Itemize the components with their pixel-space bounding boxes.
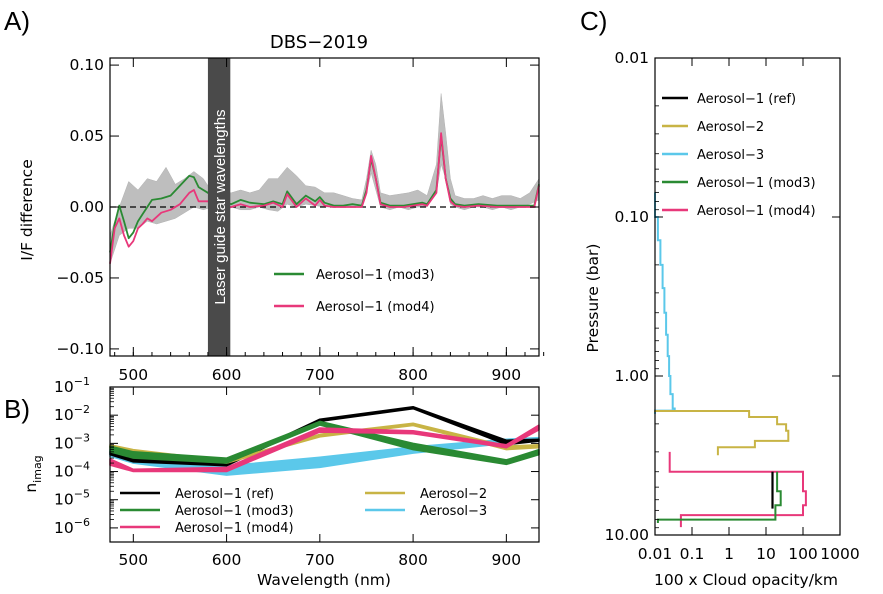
panel-a-laser-band xyxy=(207,58,231,356)
panel-b-y-tick-exponent: −1 xyxy=(74,375,90,388)
panel-b-y-tick-base: 10 xyxy=(54,463,74,481)
panel-c-x-tick-label: 1 xyxy=(724,545,734,563)
panel-c-profile-mod4 xyxy=(668,451,807,528)
panel-c-x-tick-label: 0.1 xyxy=(680,545,705,563)
panel-b-x-tick-label: 700 xyxy=(305,551,335,569)
panel-a-x-tick-label: 900 xyxy=(492,366,522,384)
panel-a-y-tick-label: −0.05 xyxy=(57,269,105,287)
panel-a-legend-label-mod3: Aerosol−1 (mod3) xyxy=(316,268,435,283)
panel-b-y-tick-label: 10−4 xyxy=(54,460,90,481)
panel-c-x-tick-label: 10 xyxy=(756,545,776,563)
panel-b-y-axis-label: nimag xyxy=(22,455,44,492)
panel-c-y-tick-label: 0.10 xyxy=(614,208,649,226)
panel-letter-b: B) xyxy=(4,394,30,424)
panel-a-x-tick-label: 800 xyxy=(398,366,428,384)
panel-c-profile-mod3 xyxy=(656,471,782,523)
panel-b-y-tick-exponent: −2 xyxy=(74,403,90,416)
panel-b-legend-label-mod4: Aerosol−1 (mod4) xyxy=(175,521,294,536)
panel-a-y-tick-label: 0.00 xyxy=(69,198,104,216)
panel-a-x-tick-label: 700 xyxy=(305,366,335,384)
panel-b: Wavelength (nm) nimag 500 600 700 800 90010−… xyxy=(22,375,540,589)
panel-b-y-tick-base: 10 xyxy=(54,434,74,452)
panel-b-legend-label-mod3: Aerosol−1 (mod3) xyxy=(175,504,294,519)
panel-a-observed-range xyxy=(109,93,540,264)
panel-b-y-tick-exponent: −5 xyxy=(74,488,90,501)
panel-b-x-tick-label: 800 xyxy=(398,551,428,569)
panel-a-y-tick-label: −0.10 xyxy=(57,340,105,358)
panel-b-y-tick-label: 10−6 xyxy=(54,516,90,537)
panel-c-x-tick-label: 0.01 xyxy=(638,545,673,563)
panel-c-x-tick-label: 1000 xyxy=(820,545,859,563)
panel-c-x-axis-label: 100 x Cloud opacity/km xyxy=(654,571,838,589)
panel-c-x-tick-label: 100 xyxy=(788,545,818,563)
panel-b-y-tick-label: 10−1 xyxy=(54,375,90,396)
panel-letter-a: A) xyxy=(4,6,30,36)
panel-a-title: DBS−2019 xyxy=(270,32,368,53)
panel-a-y-axis-label: I/F difference xyxy=(18,159,36,260)
panel-c-legend-label-aer3: Aerosol−3 xyxy=(697,148,764,163)
panel-c-legend-label-aer2: Aerosol−2 xyxy=(697,120,764,135)
panel-a-x-tick-label: 600 xyxy=(212,366,242,384)
panel-b-legend-label-aer2: Aerosol−2 xyxy=(420,487,487,502)
panel-c-profile-aer3 xyxy=(654,192,676,414)
panel-b-y-tick-base: 10 xyxy=(54,406,74,424)
panel-b-x-tick-label: 500 xyxy=(119,551,149,569)
panel-b-legend-label-aer3: Aerosol−3 xyxy=(420,504,487,519)
panel-b-y-axis-label-sub: imag xyxy=(31,455,44,483)
panel-b-y-tick-base: 10 xyxy=(54,378,74,396)
panel-c-y-axis-label: Pressure (bar) xyxy=(584,244,602,353)
panel-b-x-axis-label: Wavelength (nm) xyxy=(257,571,391,589)
panel-c-y-tick-label: 10.00 xyxy=(605,526,649,544)
panel-b-y-axis-label-main: n xyxy=(22,483,40,493)
panel-a-y-tick-label: 0.05 xyxy=(69,127,104,145)
panel-a-series-mod4 xyxy=(109,132,540,264)
panel-a-legend-label-mod4: Aerosol−1 (mod4) xyxy=(316,300,435,315)
panel-b-y-tick-exponent: −6 xyxy=(74,516,90,529)
panel-a: DBS−2019 I/F difference Laser guide star… xyxy=(18,32,545,384)
panel-b-y-tick-label: 10−3 xyxy=(54,431,90,452)
panel-b-y-tick-label: 10−5 xyxy=(54,488,90,509)
panel-b-x-tick-label: 900 xyxy=(492,551,522,569)
panel-b-y-tick-exponent: −4 xyxy=(74,460,90,473)
panel-c-legend-label-mod4: Aerosol−1 (mod4) xyxy=(697,204,816,219)
panel-a-laser-band-label: Laser guide star wavelengths xyxy=(212,109,229,304)
panel-b-y-tick-exponent: −3 xyxy=(74,431,90,444)
panel-c-y-tick-label: 1.00 xyxy=(614,367,649,385)
panel-c-profile-aer2 xyxy=(654,410,790,456)
panel-letter-c: C) xyxy=(580,6,607,36)
panel-a-x-tick-label: 500 xyxy=(119,366,149,384)
panel-c-y-tick-label: 0.01 xyxy=(614,49,649,67)
panel-b-legend-label-ref: Aerosol−1 (ref) xyxy=(175,487,274,502)
panel-b-y-tick-label: 10−2 xyxy=(54,403,90,424)
panel-b-y-tick-base: 10 xyxy=(54,491,74,509)
panel-c: 100 x Cloud opacity/km Pressure (bar) 0.… xyxy=(584,49,860,589)
panel-c-legend-label-mod3: Aerosol−1 (mod3) xyxy=(697,176,816,191)
panel-c-legend-label-ref: Aerosol−1 (ref) xyxy=(697,92,796,107)
panel-b-frame xyxy=(109,386,540,543)
panel-b-y-tick-base: 10 xyxy=(54,519,74,537)
panel-a-y-tick-label: 0.10 xyxy=(69,56,104,74)
panel-c-frame xyxy=(654,57,841,536)
panel-b-x-tick-label: 600 xyxy=(212,551,242,569)
